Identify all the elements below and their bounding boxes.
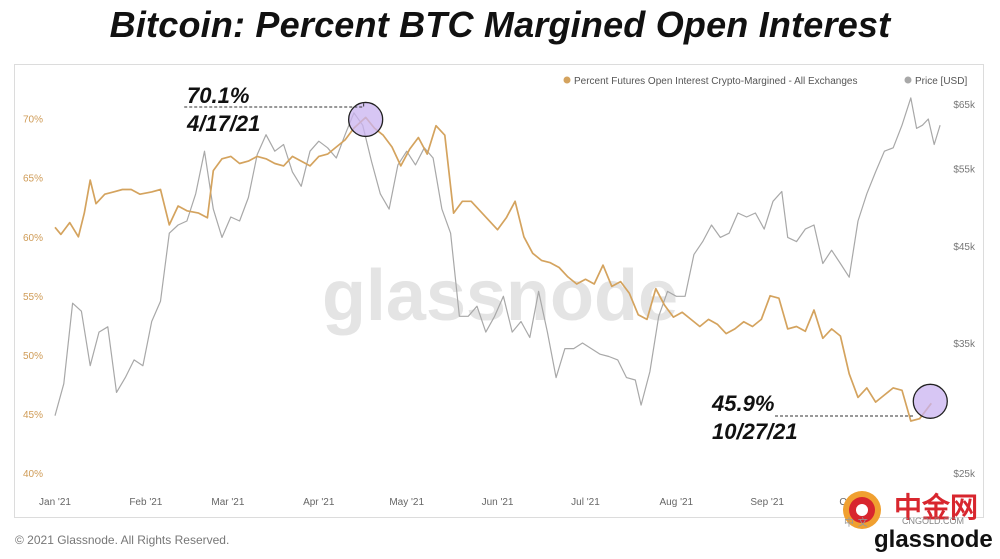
chart-canvas: glassnode Percent Futures Open Interest …: [23, 76, 976, 508]
x-tick-label: Jun '21: [482, 497, 514, 508]
y-right-tick-label: $25k: [953, 469, 976, 480]
x-tick-label: Apr '21: [303, 497, 335, 508]
legend-label-price: Price [USD]: [915, 76, 967, 87]
x-tick-label: Mar '21: [211, 497, 244, 508]
x-tick-label: Sep '21: [750, 497, 784, 508]
y-left-tick-label: 50%: [23, 351, 43, 362]
y-left-tick-label: 40%: [23, 469, 43, 480]
latest-date-label: 10/27/21: [712, 419, 798, 444]
watermark: glassnode: [322, 256, 678, 336]
peak-value-label: 70.1%: [187, 83, 249, 108]
y-left-tick-label: 60%: [23, 233, 43, 244]
peak-highlight-circle: [348, 101, 384, 138]
margined-oi-line: [54, 116, 932, 422]
cngold-url: CNGOLD.COM: [902, 516, 965, 526]
y-right-tick-label: $35k: [953, 339, 976, 350]
x-tick-label: Jul '21: [571, 497, 600, 508]
x-tick-label: May '21: [389, 497, 424, 508]
legend-marker-margined: [563, 76, 571, 84]
legend-label-margined: Percent Futures Open Interest Crypto-Mar…: [574, 76, 857, 87]
legend-marker-price: [904, 76, 912, 84]
y-right-tick-label: $65k: [953, 100, 976, 111]
cngold-sub-text: 中 文: [844, 518, 869, 529]
copyright-footer: © 2021 Glassnode. All Rights Reserved.: [15, 533, 230, 547]
y-right-tick-label: $45k: [953, 242, 976, 253]
x-tick-label: Jan '21: [39, 497, 71, 508]
y-left-tick-label: 65%: [23, 174, 43, 185]
latest-value-label: 45.9%: [711, 391, 774, 416]
price-line: [54, 97, 941, 416]
brand-logo: glassnode: [874, 526, 993, 553]
cngold-logo-icon: [843, 491, 881, 529]
x-tick-label: Aug '21: [660, 497, 694, 508]
x-tick-label: Feb '21: [129, 497, 162, 508]
y-right-tick-label: $55k: [953, 164, 976, 175]
annotations: 70.1% 4/17/21 45.9% 10/27/21: [183, 83, 948, 444]
y-left-tick-label: 45%: [23, 410, 43, 421]
chart-title: Bitcoin: Percent BTC Margined Open Inter…: [109, 4, 891, 45]
plot-area: [54, 97, 941, 422]
peak-date-label: 4/17/21: [186, 111, 260, 136]
chart-frame: glassnode Percent Futures Open Interest …: [14, 64, 984, 518]
legend: Percent Futures Open Interest Crypto-Mar…: [563, 76, 967, 87]
cngold-logo-text: 中金网: [894, 492, 979, 523]
latest-highlight-circle: [912, 383, 948, 419]
y-left-tick-label: 55%: [23, 292, 43, 303]
peak-leader-line: [183, 103, 365, 108]
y-left-tick-label: 70%: [23, 115, 43, 126]
